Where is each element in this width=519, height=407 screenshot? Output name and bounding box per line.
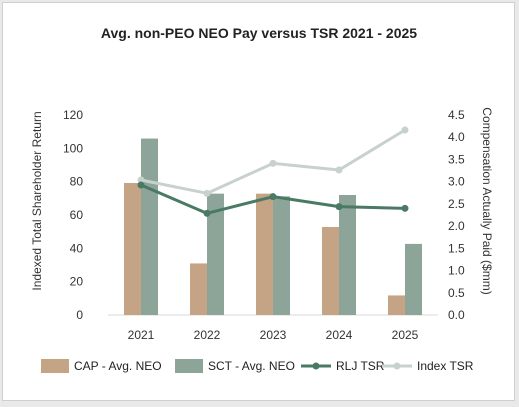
- legend-label-sct-avg-neo: SCT - Avg. NEO: [208, 359, 295, 373]
- left-tick-label: 100: [63, 141, 83, 155]
- bar-sct-avg-neo: [141, 138, 158, 315]
- point-rlj-tsr: [269, 193, 277, 201]
- legend-label-rlj-tsr: RLJ TSR: [336, 359, 385, 373]
- x-tick-label: 2022: [194, 328, 221, 342]
- left-axis-label: Indexed Total Shareholder Return: [30, 111, 44, 290]
- x-tick-label: 2023: [260, 328, 287, 342]
- right-tick-label: 3.5: [448, 152, 465, 166]
- left-tick-label: 0: [76, 308, 83, 322]
- right-axis-label: Compensation Actually Paid ($mm): [480, 107, 494, 294]
- right-tick-label: 1.5: [448, 241, 465, 255]
- bar-sct-avg-neo: [207, 193, 224, 315]
- left-tick-label: 80: [70, 175, 84, 189]
- legend-marker-index-tsr: [393, 362, 401, 370]
- point-rlj-tsr: [335, 203, 343, 211]
- bar-cap-avg-neo: [322, 227, 339, 315]
- bar-sct-avg-neo: [273, 196, 290, 315]
- left-tick-label: 60: [70, 208, 84, 222]
- legend-swatch-cap-avg-neo: [41, 359, 69, 373]
- bar-sct-avg-neo: [339, 195, 356, 315]
- point-rlj-tsr: [203, 209, 211, 217]
- point-rlj-tsr: [137, 181, 145, 189]
- bar-sct-avg-neo: [405, 243, 422, 315]
- right-tick-label: 2.0: [448, 219, 465, 233]
- bar-cap-avg-neo: [388, 295, 405, 315]
- legend: CAP - Avg. NEO SCT - Avg. NEO RLJ TSR Index…: [41, 359, 474, 373]
- point-index-tsr: [203, 189, 211, 197]
- right-tick-label: 2.5: [448, 197, 465, 211]
- lines-layer: [137, 126, 409, 217]
- x-tick-label: 2021: [128, 328, 155, 342]
- right-tick-label: 3.0: [448, 175, 465, 189]
- point-index-tsr: [269, 159, 277, 167]
- right-tick-label: 4.0: [448, 130, 465, 144]
- chart-frame: Avg. non-PEO NEO Pay versus TSR 2021 - 2…: [2, 2, 515, 401]
- left-tick-label: 40: [70, 241, 84, 255]
- legend-label-cap-avg-neo: CAP - Avg. NEO: [74, 359, 162, 373]
- bar-cap-avg-neo: [190, 263, 207, 315]
- left-tick-label: 120: [63, 108, 83, 122]
- chart: Avg. non-PEO NEO Pay versus TSR 2021 - 2…: [30, 25, 494, 373]
- point-index-tsr: [335, 166, 343, 174]
- x-tick-label: 2024: [326, 328, 353, 342]
- legend-marker-rlj-tsr: [312, 362, 320, 370]
- right-tick-label: 0.0: [448, 308, 465, 322]
- legend-label-index-tsr: Index TSR: [417, 359, 474, 373]
- point-rlj-tsr: [401, 204, 409, 212]
- chart-title: Avg. non-PEO NEO Pay versus TSR 2021 - 2…: [101, 25, 417, 41]
- x-tick-label: 2025: [392, 328, 419, 342]
- point-index-tsr: [137, 176, 145, 184]
- left-axis-ticks: 0 20 40 60 80 100 120: [63, 108, 83, 322]
- legend-swatch-sct-avg-neo: [175, 359, 203, 373]
- point-index-tsr: [401, 126, 409, 134]
- right-axis-ticks: 0.0 0.5 1.0 1.5 2.0 2.5 3.0 3.5 4.0 4.5: [448, 108, 465, 322]
- left-tick-label: 20: [70, 275, 84, 289]
- right-tick-label: 1.0: [448, 264, 465, 278]
- bar-cap-avg-neo: [124, 183, 141, 315]
- right-tick-label: 4.5: [448, 108, 465, 122]
- x-axis-ticks: 2021 2022 2023 2024 2025: [128, 328, 419, 342]
- bar-cap-avg-neo: [256, 193, 273, 315]
- right-tick-label: 0.5: [448, 286, 465, 300]
